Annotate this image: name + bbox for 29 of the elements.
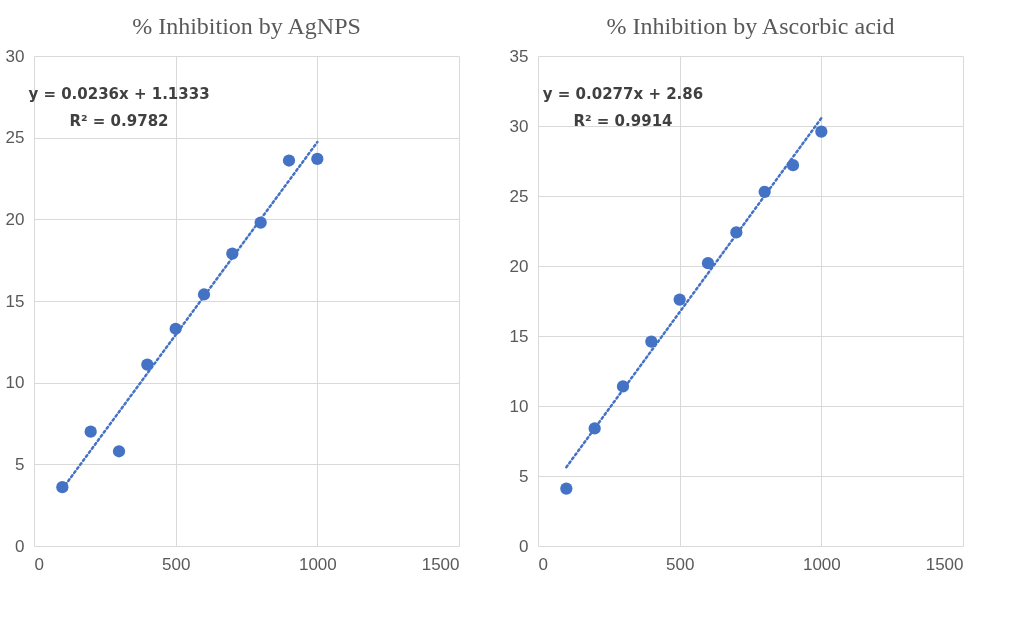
y-tick-label: 20 [509, 256, 529, 276]
annotation: y = 0.0236x + 1.1333 [28, 85, 210, 103]
x-tick-label: 1000 [298, 554, 337, 574]
y-tick-label: 0 [15, 536, 25, 556]
x-tick-label: 500 [665, 554, 695, 574]
x-tick-label: 1500 [421, 554, 460, 574]
y-tick-label: 15 [5, 291, 25, 311]
y-tick-label: 10 [509, 396, 529, 416]
x-tick-label: 0 [538, 554, 548, 574]
y-tick-label: 10 [5, 373, 25, 393]
annotation: R² = 0.9914 [573, 112, 673, 130]
x-tick-label: 1500 [925, 554, 964, 574]
y-tick-label: 5 [15, 454, 25, 474]
chart-title: % Inhibition by AgNPS [132, 13, 361, 39]
annotation: R² = 0.9782 [69, 112, 169, 130]
annotation: y = 0.0277x + 2.86 [542, 85, 704, 103]
x-tick-label: 500 [161, 554, 191, 574]
y-tick-label: 0 [519, 536, 529, 556]
x-tick-label: 0 [34, 554, 44, 574]
y-tick-label: 30 [5, 46, 25, 66]
y-tick-label: 5 [519, 466, 529, 486]
y-tick-label: 30 [509, 116, 529, 136]
x-tick-label: 1000 [802, 554, 841, 574]
chart-title: % Inhibition by Ascorbic acid [606, 13, 895, 39]
y-tick-label: 15 [509, 326, 529, 346]
y-tick-label: 35 [509, 46, 529, 66]
y-tick-label: 20 [5, 209, 25, 229]
y-tick-label: 25 [5, 128, 25, 148]
y-tick-label: 25 [509, 186, 529, 206]
